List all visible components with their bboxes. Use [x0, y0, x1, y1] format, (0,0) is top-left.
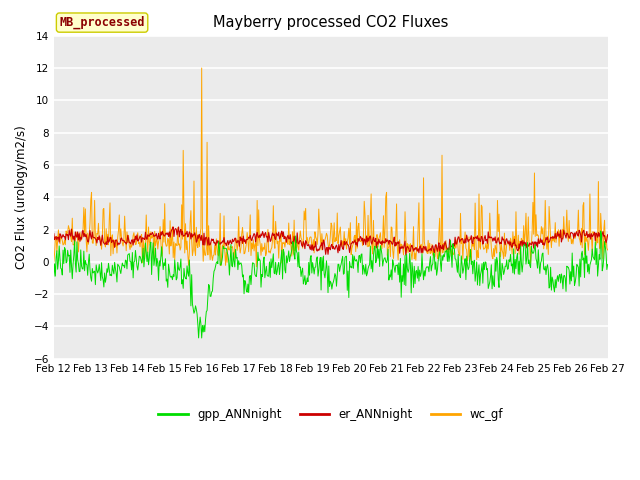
Text: MB_processed: MB_processed [60, 16, 145, 29]
Title: Mayberry processed CO2 Fluxes: Mayberry processed CO2 Fluxes [213, 15, 449, 30]
Legend: gpp_ANNnight, er_ANNnight, wc_gf: gpp_ANNnight, er_ANNnight, wc_gf [154, 403, 508, 426]
Y-axis label: CO2 Flux (urology/m2/s): CO2 Flux (urology/m2/s) [15, 125, 28, 269]
